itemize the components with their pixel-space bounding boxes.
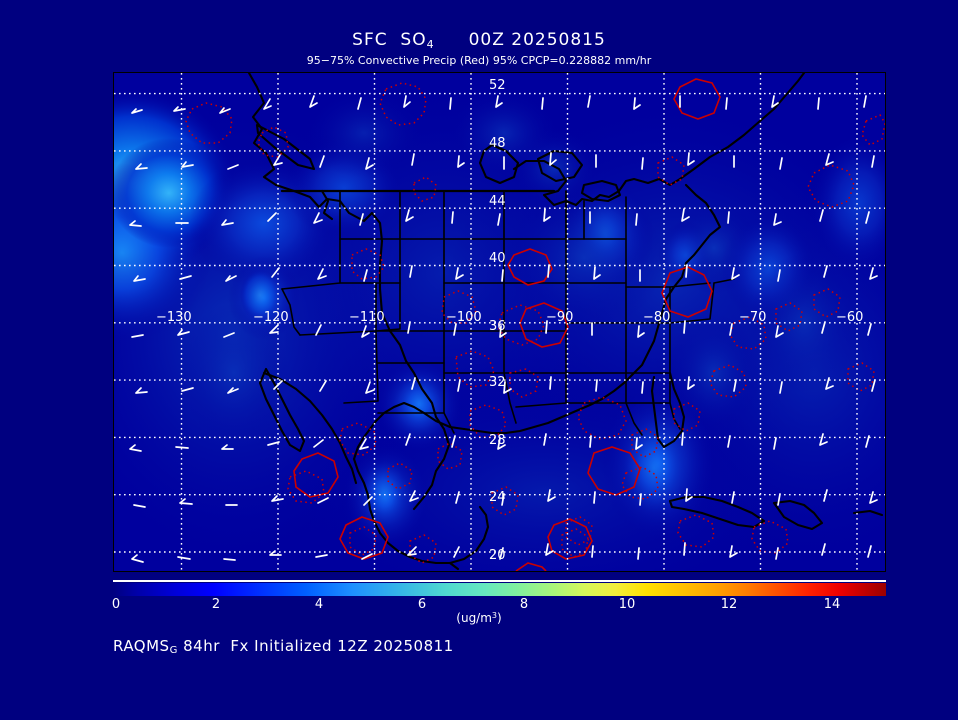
wind-barb-row-7 [129, 432, 870, 452]
colorbar[interactable] [113, 583, 886, 596]
colorbar-tick-12: 12 [720, 597, 738, 612]
wind-barb-row-9 [131, 542, 872, 563]
so4-plume-great-lakes [304, 88, 599, 208]
figure-footer: RAQMSG 84hr Fx Initialized 12Z 20250811 [113, 637, 454, 656]
so4-plume-california [179, 256, 300, 443]
wind-barb-row-5 [131, 320, 872, 338]
colorbar-tick-0: 0 [111, 597, 121, 612]
wind-barb-row-8 [133, 488, 878, 508]
colorbar-units-tail: ) [497, 611, 502, 625]
footer-model-subscript: G [169, 645, 178, 656]
precip-contour-75 [185, 82, 885, 564]
coastlines-and-borders [247, 73, 884, 571]
wind-barb-row-4 [133, 264, 878, 282]
precip-contour-95 [293, 78, 721, 571]
colorbar-tick-6: 6 [417, 597, 427, 612]
footer-model-name: RAQMS [113, 637, 170, 655]
wind-barb-row-3 [129, 208, 870, 227]
map-svg [114, 73, 885, 571]
colorbar-tick-10: 10 [618, 597, 636, 612]
title-valid-time: 00Z 20250815 [468, 30, 606, 50]
convective-precip-contours [185, 78, 885, 571]
figure-subtitle: 95−75% Convective Precip (Red) 95% CPCP=… [306, 54, 652, 67]
wind-barb-row-1 [131, 95, 867, 114]
colorbar-tick-4: 4 [314, 597, 324, 612]
colorbar-tick-2: 2 [211, 597, 221, 612]
colorbar-tick-14: 14 [823, 597, 841, 612]
colorbar-tick-8: 8 [519, 597, 529, 612]
wind-barbs [129, 95, 878, 563]
footer-forecast-info: 84hr Fx Initialized 12Z 20250811 [177, 637, 454, 655]
wind-barb-row-2 [135, 152, 875, 170]
so4-plume-pacific-northwest [114, 88, 404, 343]
map-panel[interactable] [113, 72, 886, 572]
figure-title: SFC SO4 00Z 20250815 [0, 30, 958, 51]
colorbar-topline [113, 580, 886, 582]
colorbar-units-head: (ug/m [456, 611, 492, 625]
colorbar-units-exponent: 3 [491, 611, 498, 620]
colorbar-units-label: (ug/m3) [0, 611, 958, 625]
title-main: SFC SO [352, 30, 427, 50]
wind-barb-row-6 [135, 376, 876, 394]
so4-plume-gulf [342, 357, 464, 551]
title-subscript: 4 [426, 38, 435, 51]
